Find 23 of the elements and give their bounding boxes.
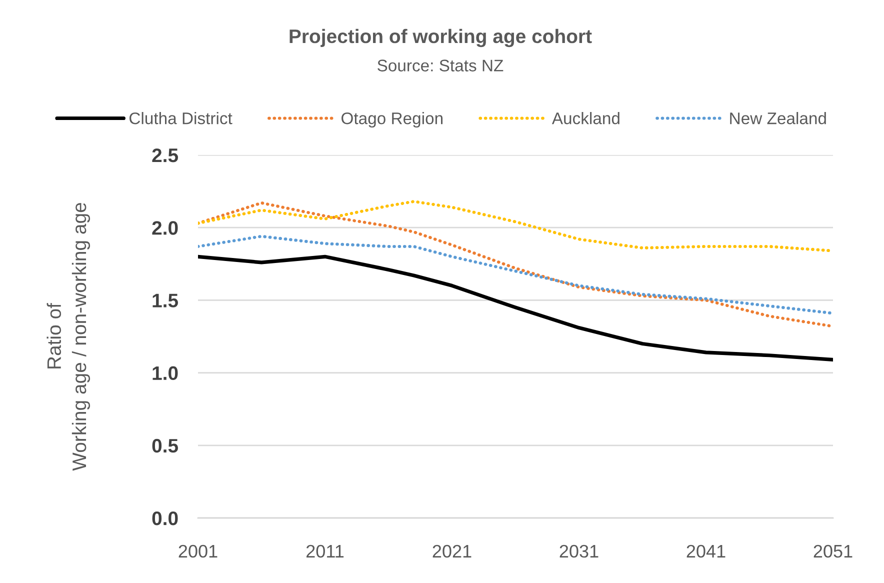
x-tick-label: 2041 — [686, 544, 726, 558]
y-tick-label: 0.5 — [152, 438, 178, 453]
x-tick-label: 2011 — [306, 544, 344, 558]
x-tick-label: 2031 — [560, 544, 598, 558]
line-series — [198, 201, 833, 328]
line-series — [198, 200, 833, 252]
y-tick-label: 2.5 — [152, 148, 178, 162]
legend-label: Auckland — [552, 112, 620, 124]
y-tick-label: 2.0 — [152, 221, 178, 235]
x-tick-label: 2021 — [432, 544, 472, 558]
y-axis-title: Ratio of Working age / non-working age — [46, 202, 90, 471]
legend-label: Otago Region — [342, 112, 442, 128]
legend-label: New Zealand — [730, 112, 826, 124]
x-tick-label: 2051 — [814, 544, 852, 558]
x-tick-label: 2001 — [178, 544, 218, 558]
line-series — [198, 234, 833, 315]
chart-title: Projection of working age cohort — [290, 28, 592, 48]
chart-subtitle: Source: Stats NZ — [378, 60, 504, 72]
y-tick-label: 1.5 — [152, 294, 178, 308]
y-tick-label: 1.0 — [152, 366, 178, 380]
legend-label: Clutha District — [130, 112, 232, 124]
line-series — [198, 254, 833, 362]
y-tick-label: 0.0 — [152, 511, 178, 526]
